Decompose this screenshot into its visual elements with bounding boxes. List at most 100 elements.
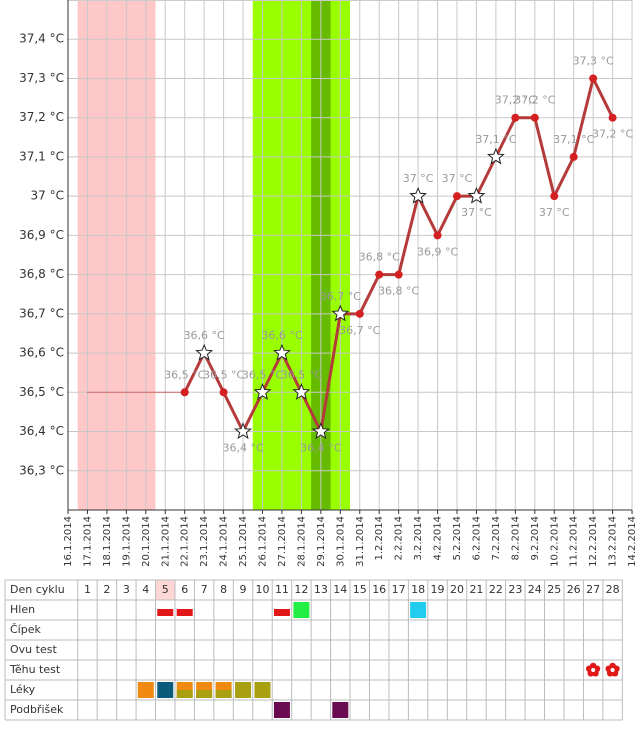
x-tick-label: 30.1.2014: [335, 516, 346, 567]
cell-mark: [137, 682, 154, 698]
star-point: [409, 186, 427, 204]
row-label: Ovu test: [10, 643, 57, 656]
table-header: Den cyklu: [10, 583, 65, 596]
day-number: 6: [181, 583, 188, 596]
y-tick-label: 37,1 °C: [19, 149, 64, 163]
cell-mark-part: [176, 690, 193, 698]
x-tick-label: 14.2.2014: [627, 516, 638, 567]
star-point: [234, 422, 252, 440]
point: [530, 113, 539, 122]
value-label: 37,2 °C: [514, 94, 555, 107]
y-tick-label: 36,7 °C: [19, 306, 64, 320]
value-label: 36,5 °C: [242, 368, 283, 381]
day-number: 10: [256, 583, 270, 596]
day-number: 14: [333, 583, 347, 596]
x-tick-label: 8.2.2014: [510, 516, 521, 561]
day-number: 13: [314, 583, 328, 596]
cell-mark: [610, 668, 615, 672]
day-number: 19: [431, 583, 445, 596]
star-point: [195, 343, 214, 361]
value-label: 36,4 °C: [300, 442, 341, 455]
value-label: 36,7 °C: [320, 290, 361, 303]
value-label: 36,5 °C: [164, 368, 205, 381]
point: [608, 113, 617, 122]
value-label: 37,1 °C: [475, 133, 516, 146]
y-tick-label: 37,2 °C: [19, 110, 64, 124]
x-tick-label: 3.2.2014: [413, 516, 424, 561]
day-number: 4: [142, 583, 149, 596]
day-number: 21: [469, 583, 483, 596]
row-label: Čípek: [10, 623, 41, 636]
y-tick-label: 36,3 °C: [19, 463, 64, 477]
value-label: 37 °C: [442, 172, 473, 185]
day-number: 12: [294, 583, 308, 596]
point: [180, 388, 189, 397]
y-tick-label: 37,4 °C: [19, 32, 64, 46]
x-tick-label: 29.1.2014: [316, 516, 327, 567]
x-tick-label: 9.2.2014: [530, 516, 541, 561]
point: [511, 113, 520, 122]
x-tick-label: 2.2.2014: [394, 516, 405, 561]
point: [433, 231, 442, 240]
day-number: 9: [240, 583, 247, 596]
value-label: 36,5 °C: [281, 368, 322, 381]
x-tick-label: 19.1.2014: [121, 516, 132, 567]
cell-mark: [273, 702, 290, 718]
day-number: 11: [275, 583, 289, 596]
day-number: 16: [372, 583, 386, 596]
value-label: 37 °C: [403, 172, 434, 185]
x-tick-label: 27.1.2014: [277, 516, 288, 567]
value-label: 36,4 °C: [222, 442, 263, 455]
value-label: 37 °C: [539, 206, 570, 219]
cell-mark: [293, 602, 310, 618]
row-label: Hlen: [10, 603, 35, 616]
day-number: 25: [547, 583, 561, 596]
day-number: 15: [353, 583, 367, 596]
value-label: 37,2 °C: [592, 128, 633, 141]
day-number: 18: [411, 583, 425, 596]
band: [77, 0, 156, 510]
day-number: 24: [528, 583, 542, 596]
day-number: 26: [567, 583, 581, 596]
x-tick-label: 20.1.2014: [141, 516, 152, 567]
cell-mark: [235, 682, 252, 698]
point: [453, 192, 461, 201]
x-tick-label: 18.1.2014: [102, 516, 113, 567]
x-tick-label: 6.2.2014: [471, 516, 482, 561]
star-point: [273, 343, 291, 361]
point: [550, 192, 559, 201]
x-tick-label: 22.1.2014: [180, 516, 191, 567]
y-tick-label: 36,9 °C: [19, 228, 64, 242]
x-tick-label: 28.1.2014: [296, 516, 307, 567]
star-point: [292, 382, 311, 400]
x-tick-label: 21.1.2014: [160, 516, 171, 567]
x-tick-label: 24.1.2014: [219, 516, 230, 567]
x-tick-label: 25.1.2014: [238, 516, 249, 567]
cell-mark: [176, 609, 193, 616]
x-tick-label: 7.2.2014: [491, 516, 502, 561]
x-tick-label: 13.2.2014: [608, 516, 619, 567]
day-number: 23: [508, 583, 522, 596]
row-label: Léky: [10, 683, 36, 696]
cell-mark: [254, 682, 271, 698]
x-tick-label: 26.1.2014: [258, 516, 269, 567]
day-number: 22: [489, 583, 503, 596]
y-tick-label: 37 °C: [31, 189, 64, 203]
cell-mark-part: [605, 665, 613, 673]
star-point: [331, 304, 350, 322]
point: [219, 388, 228, 397]
point: [375, 270, 384, 279]
point: [394, 270, 403, 279]
row-label: Podbřišek: [10, 703, 64, 716]
y-tick-label: 36,6 °C: [19, 346, 64, 360]
day-number: 2: [103, 583, 110, 596]
x-tick-label: 11.2.2014: [569, 516, 580, 567]
y-tick-label: 36,5 °C: [19, 385, 64, 399]
day-number: 3: [123, 583, 130, 596]
y-tick-label: 36,4 °C: [19, 424, 64, 438]
cell-mark: [157, 682, 174, 698]
value-label: 37,2 °C: [495, 94, 536, 107]
point: [569, 152, 578, 161]
value-label: 37 °C: [461, 206, 492, 219]
